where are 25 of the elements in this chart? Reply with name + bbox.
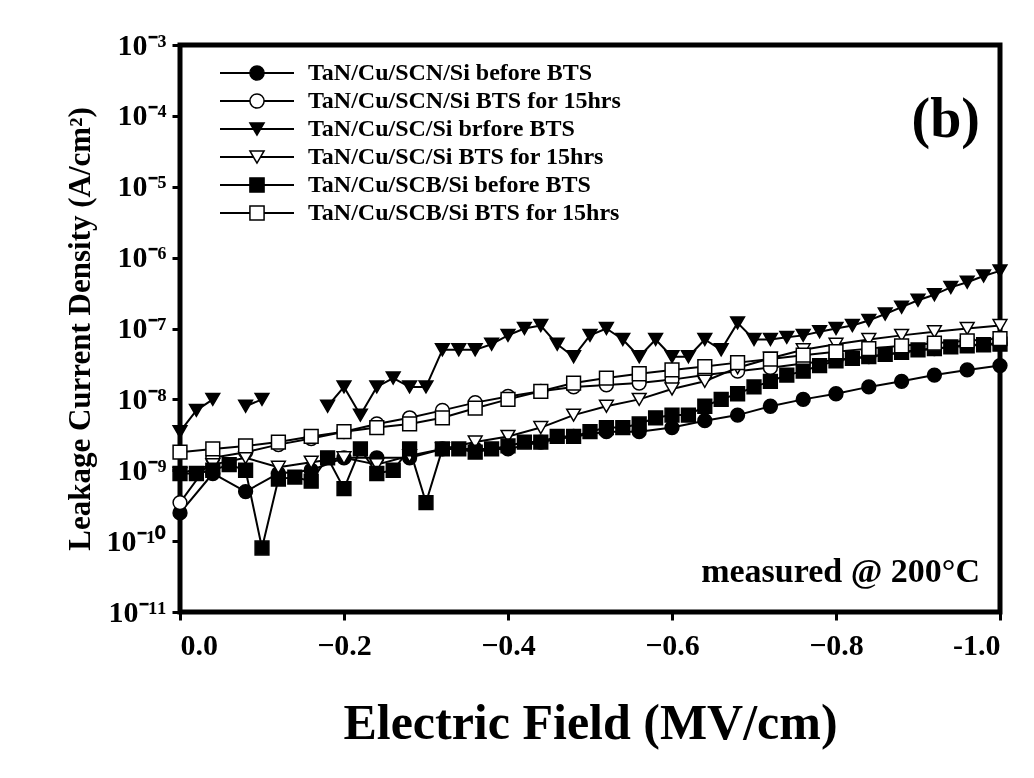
annotation: (b) [911,87,980,150]
legend-label: TaN/Cu/SC/Si BTS for 15hrs [308,143,604,169]
y-tick-label: 10⁻¹¹ [108,594,167,628]
x-tick-label: -1.0 [953,627,1001,661]
legend-label: TaN/Cu/SCN/Si before BTS [308,59,593,85]
y-tick-label: 10⁻⁷ [117,311,167,344]
x-tick-label: −0.4 [481,627,536,661]
y-tick-label: 10⁻¹⁰ [106,523,167,557]
x-tick-label: −0.2 [317,627,372,661]
legend-label: TaN/Cu/SC/Si brfore BTS [308,115,575,141]
x-axis-title: Electric Field (MV/cm) [343,693,838,750]
x-tick-label: −0.8 [809,627,864,661]
y-tick-label: 10⁻⁴ [117,98,167,132]
x-tick-label: 0.0 [180,627,218,661]
legend-label: TaN/Cu/SCB/Si before BTS [308,171,591,197]
y-tick-label: 10⁻⁹ [117,452,167,486]
legend-label: TaN/Cu/SCB/Si BTS for 15hrs [308,199,620,225]
y-tick-label: 10⁻⁵ [117,169,167,203]
y-tick-label: 10⁻⁶ [117,240,167,274]
y-axis-title: Leakage Current Density (A/cm²) [61,107,97,551]
annotation: measured @ 200°C [701,552,980,589]
x-tick-label: −0.6 [645,627,700,661]
y-tick-label: 10⁻³ [117,27,167,61]
y-tick-label: 10⁻⁸ [117,381,167,415]
legend-label: TaN/Cu/SCN/Si BTS for 15hrs [308,87,621,113]
